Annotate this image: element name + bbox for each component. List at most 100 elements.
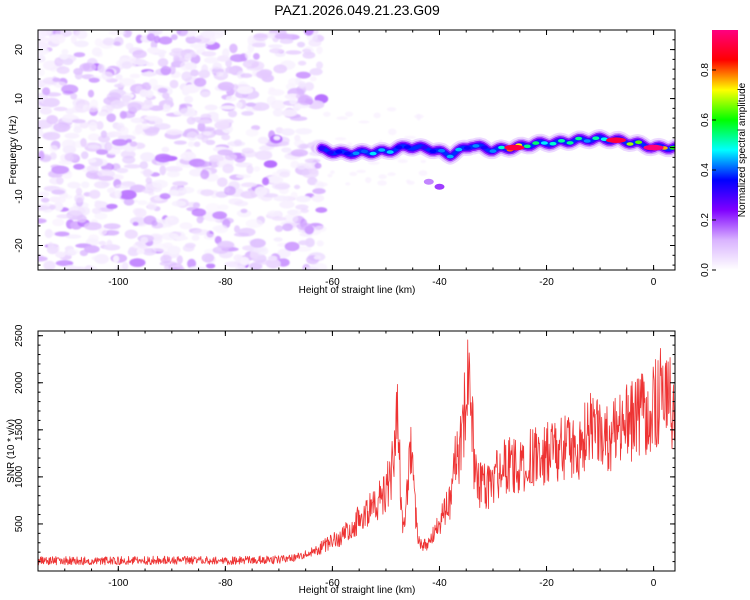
spectrogram-noise-cell — [73, 52, 86, 58]
spectrogram-noise-cell — [245, 128, 259, 137]
spectrogram-noise-cell — [143, 168, 152, 178]
spectrogram-noise-cell — [84, 222, 102, 231]
spectrogram-noise-cell — [145, 177, 152, 185]
spectrogram-noise-cell — [106, 113, 116, 123]
spectrogram-noise-cell — [102, 37, 115, 46]
spectrogram-noise-cell — [101, 71, 114, 81]
spectrogram-noise-cell — [188, 266, 207, 270]
spectrogram-noise-cell — [98, 175, 114, 181]
spectrogram-signal-peak — [326, 151, 334, 155]
snr-ticks: -100 -80 -60 -40 -20 0 500 1000 1500 2000 2500 — [14, 324, 675, 589]
spectrogram-noise-cell — [67, 248, 80, 255]
spectrogram-noise-cell — [152, 179, 168, 189]
spectrogram-noise-cell — [148, 78, 158, 87]
spectrogram-noise-cell — [241, 111, 254, 116]
spectrogram-noise-cell — [53, 201, 64, 212]
spectrogram-noise-cell — [249, 251, 259, 259]
spectrogram-noise-cell — [94, 200, 102, 205]
spectrogram-noise-cell — [182, 84, 200, 94]
spectrogram-signal-peak — [403, 145, 411, 149]
spectrogram-noise-cell — [53, 106, 68, 112]
spectrogram-noise-cell — [249, 238, 266, 248]
spectrogram-xtick-label: -80 — [218, 277, 233, 288]
spectrogram-noise-cell — [273, 237, 283, 242]
spectrogram-noise-cell — [52, 77, 61, 83]
spectrogram-noise-cell — [65, 108, 75, 115]
spectrogram-noise-cell — [309, 68, 323, 76]
spectrogram-noise-cell — [129, 73, 141, 79]
spectrogram-noise-cell — [267, 89, 285, 96]
spectrogram-noise-cell — [193, 45, 206, 51]
spectrogram-noise-cell — [168, 189, 177, 196]
spectrogram-noise-cell — [334, 137, 347, 141]
spectrogram-noise-cell — [80, 151, 89, 160]
spectrogram-noise-cell — [201, 51, 217, 57]
figure-title: PAZ1.2026.049.21.23.G09 — [274, 2, 440, 18]
spectrogram-noise-cell — [122, 261, 129, 270]
spectrogram-noise-cell — [300, 208, 309, 213]
spectrogram-noise-cell — [214, 224, 228, 234]
spectrogram-noise-cell — [200, 113, 212, 120]
spectrogram-secondary-blob — [423, 178, 434, 185]
spectrogram-noise-cell — [284, 213, 299, 224]
spectrogram-noise-cell — [111, 139, 128, 146]
spectrogram-noise-cell — [159, 193, 171, 200]
snr-xtick-label: 0 — [651, 578, 657, 589]
spectrogram-noise-cell — [40, 197, 50, 203]
spectrogram-noise-cell — [177, 266, 185, 270]
spectrogram-noise-cell — [87, 144, 101, 149]
spectrogram-noise-cell — [258, 145, 272, 151]
spectrogram-noise-cell — [80, 181, 90, 189]
spectrogram-noise-cell — [73, 126, 82, 134]
spectrogram-noise-cell — [234, 200, 249, 207]
spectrogram-noise-cell — [253, 166, 261, 172]
spectrogram-noise-cell — [181, 71, 193, 82]
spectrogram-noise-cell — [88, 77, 100, 83]
spectrogram-noise-cell — [89, 189, 101, 199]
spectrogram-noise-cell — [234, 139, 242, 146]
spectrogram-noise-cell — [140, 152, 155, 162]
spectrogram-noise-cell — [50, 34, 66, 44]
spectrogram-noise-cell — [302, 51, 316, 59]
spectrogram-noise-cell — [49, 145, 58, 153]
spectrogram-noise-cell — [282, 223, 293, 232]
spectrogram-noise-cell — [295, 195, 311, 203]
spectrogram-noise-cell — [308, 39, 322, 47]
spectrogram-noise-cell — [273, 64, 288, 74]
spectrogram-noise-cell — [132, 221, 139, 226]
spectrogram-noise-cell — [82, 265, 98, 270]
spectrogram-noise-cell — [38, 191, 50, 197]
spectrogram-noise-cell — [112, 144, 127, 150]
spectrogram-noise-cell — [38, 41, 49, 49]
spectrogram-noise-cell — [200, 169, 210, 180]
spectrogram-noise-layer — [38, 30, 428, 270]
spectrogram-ylabel: Frequency (Hz) — [8, 116, 19, 185]
spectrogram-noise-cell — [205, 203, 221, 212]
spectrogram-noise-cell — [356, 169, 366, 174]
spectrogram-noise-cell — [159, 165, 167, 176]
spectrogram-xtick-label: -40 — [432, 277, 447, 288]
spectrogram-noise-cell — [279, 38, 294, 44]
spectrogram-noise-cell — [165, 216, 175, 222]
spectrogram-noise-cell — [233, 232, 250, 237]
spectrogram-noise-cell — [110, 99, 125, 109]
spectrogram-noise-cell — [263, 160, 278, 168]
spectrogram-noise-cell — [51, 165, 70, 175]
spectrogram-noise-cell — [146, 33, 156, 42]
spectrogram-noise-cell — [224, 261, 241, 268]
spectrogram-noise-cell — [64, 132, 80, 139]
spectrogram-noise-cell — [289, 116, 308, 121]
spectrogram-noise-cell — [277, 248, 291, 258]
spectrogram-noise-cell — [75, 30, 88, 40]
spectrogram-noise-cell — [212, 246, 229, 254]
spectrogram-noise-cell — [245, 102, 256, 107]
snr-ytick-label: 1500 — [14, 418, 25, 441]
spectrogram-noise-cell — [298, 81, 306, 88]
spectrogram-noise-cell — [63, 114, 77, 119]
colorbar-tick-label: 0.6 — [700, 113, 711, 127]
spectrogram-noise-cell — [212, 114, 219, 122]
spectrogram-noise-cell — [232, 83, 239, 93]
spectrogram-signal-peak — [335, 150, 343, 154]
spectrogram-noise-cell — [217, 149, 233, 156]
